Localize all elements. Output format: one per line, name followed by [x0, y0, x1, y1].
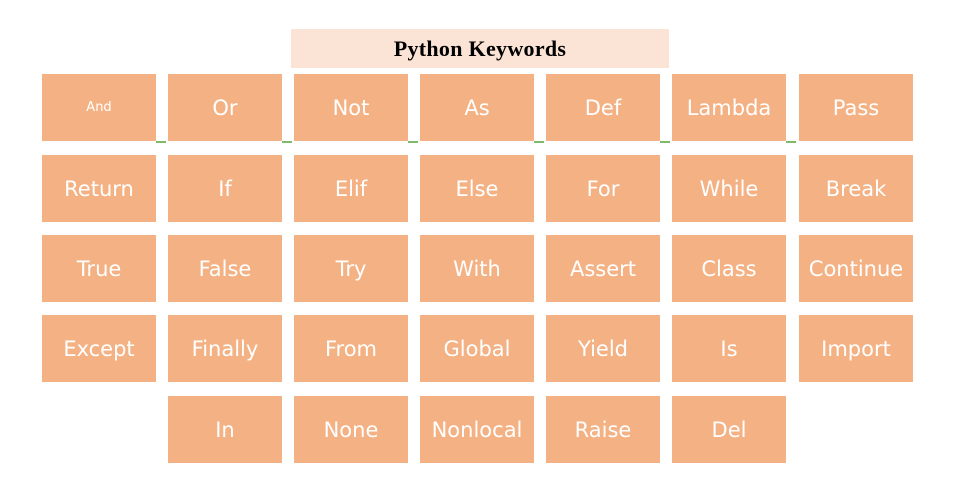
keyword-box: Not	[294, 74, 408, 141]
keyword-label: Finally	[191, 336, 259, 361]
diagram-title-banner: Python Keywords	[291, 29, 669, 68]
keyword-label: Nonlocal	[431, 417, 523, 442]
keyword-label: In	[215, 417, 235, 442]
keyword-label: Return	[64, 176, 134, 201]
keyword-label: As	[464, 95, 490, 120]
connector-line	[408, 141, 418, 143]
keyword-box: From	[294, 315, 408, 382]
keyword-box: Global	[420, 315, 534, 382]
keyword-box: Yield	[546, 315, 660, 382]
keyword-label: Del	[711, 417, 747, 442]
keyword-label: Assert	[569, 256, 637, 281]
connector-line	[156, 141, 166, 143]
keyword-label: Not	[332, 95, 370, 120]
keyword-label: Else	[455, 176, 499, 201]
keyword-label: Def	[584, 95, 622, 120]
keyword-box: Lambda	[672, 74, 786, 141]
keyword-label: Global	[443, 336, 511, 361]
keyword-box: Return	[42, 155, 156, 222]
keyword-box: While	[672, 155, 786, 222]
keyword-label: False	[198, 256, 252, 281]
keyword-label: While	[699, 176, 759, 201]
keyword-label: Continue	[808, 256, 904, 281]
keyword-label: True	[76, 256, 122, 281]
keyword-box: Or	[168, 74, 282, 141]
keyword-label: Raise	[574, 417, 632, 442]
keyword-box: Finally	[168, 315, 282, 382]
keyword-box: In	[168, 396, 282, 463]
diagram-title: Python Keywords	[393, 35, 567, 61]
keyword-label: With	[453, 256, 501, 281]
keyword-box: As	[420, 74, 534, 141]
keyword-box: Is	[672, 315, 786, 382]
keyword-label: Class	[701, 256, 757, 281]
keyword-box: Raise	[546, 396, 660, 463]
keyword-box: If	[168, 155, 282, 222]
keyword-box: True	[42, 235, 156, 302]
keyword-label: If	[218, 176, 232, 201]
connector-line	[660, 141, 670, 143]
connector-line	[534, 141, 544, 143]
keyword-label: Yield	[578, 336, 628, 361]
keyword-label: Except	[63, 336, 135, 361]
keyword-label: For	[586, 176, 620, 201]
keyword-label: Lambda	[686, 95, 772, 120]
keyword-box: With	[420, 235, 534, 302]
keyword-box: Continue	[799, 235, 913, 302]
connector-line	[786, 141, 796, 143]
keyword-box: Pass	[799, 74, 913, 141]
keyword-box: False	[168, 235, 282, 302]
keyword-box: Del	[672, 396, 786, 463]
keyword-label: Import	[821, 336, 891, 361]
keyword-label: Elif	[334, 176, 368, 201]
connector-line	[282, 141, 292, 143]
keyword-box: And	[42, 74, 156, 141]
keyword-label: Pass	[832, 95, 880, 120]
keyword-box: Break	[799, 155, 913, 222]
keyword-box: Elif	[294, 155, 408, 222]
keyword-label: Or	[212, 95, 238, 120]
keyword-box: Def	[546, 74, 660, 141]
keyword-label: Try	[335, 256, 367, 281]
keyword-label: From	[324, 336, 378, 361]
keyword-label: And	[86, 100, 112, 115]
keyword-box: For	[546, 155, 660, 222]
keyword-label: Is	[720, 336, 738, 361]
keyword-box: Import	[799, 315, 913, 382]
keyword-box: Except	[42, 315, 156, 382]
keyword-label: None	[323, 417, 379, 442]
keyword-box: Assert	[546, 235, 660, 302]
keyword-box: Class	[672, 235, 786, 302]
keyword-box: None	[294, 396, 408, 463]
keyword-box: Try	[294, 235, 408, 302]
keyword-label: Break	[825, 176, 887, 201]
keyword-box: Nonlocal	[420, 396, 534, 463]
keyword-box: Else	[420, 155, 534, 222]
